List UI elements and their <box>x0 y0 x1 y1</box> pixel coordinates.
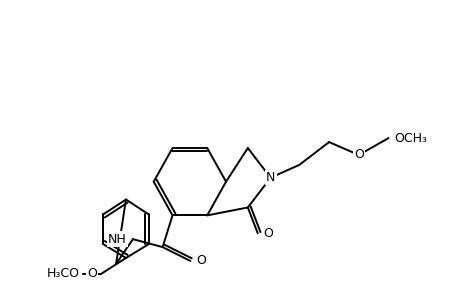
Text: NH: NH <box>108 233 127 246</box>
Text: O: O <box>196 254 206 268</box>
Text: N: N <box>265 171 274 184</box>
Text: OCH₃: OCH₃ <box>394 132 426 145</box>
Text: H₃CO: H₃CO <box>46 267 79 280</box>
Text: O: O <box>353 148 363 161</box>
Text: O: O <box>87 267 97 280</box>
Text: O: O <box>263 227 273 240</box>
